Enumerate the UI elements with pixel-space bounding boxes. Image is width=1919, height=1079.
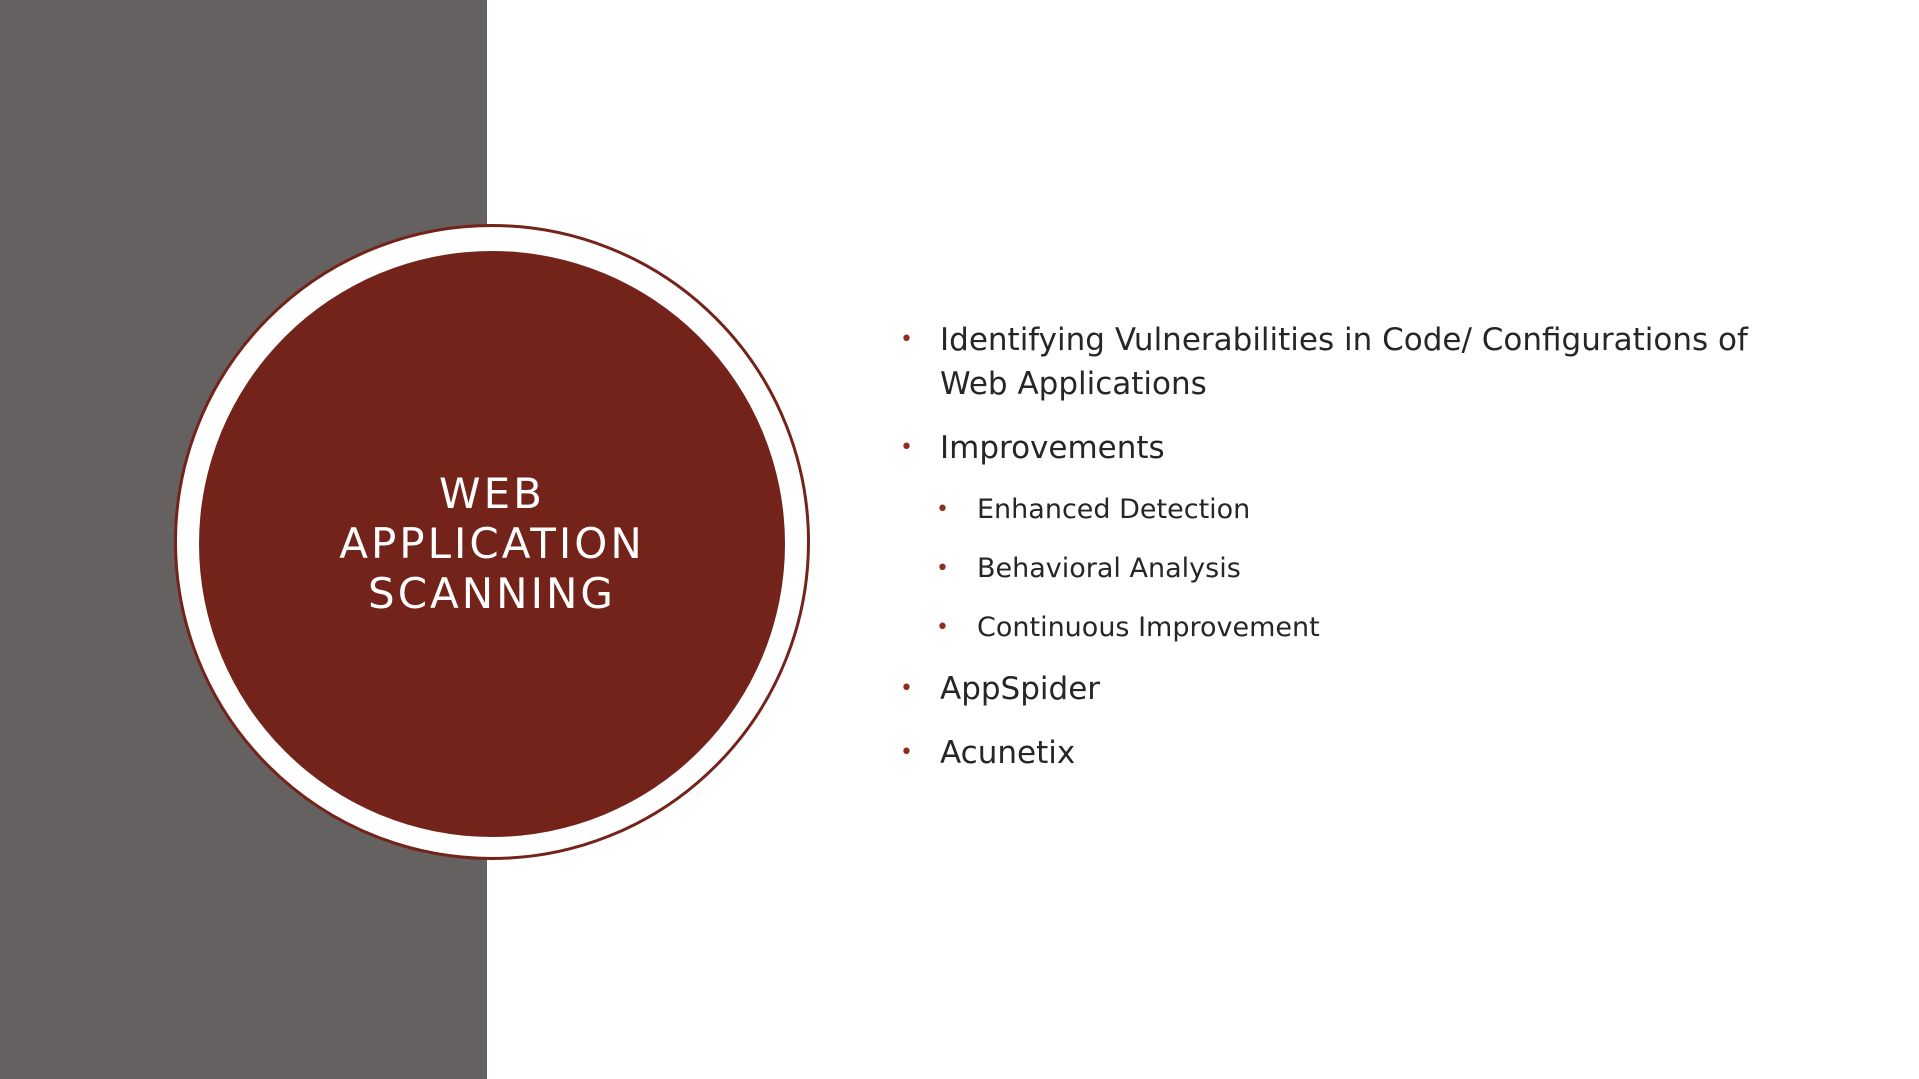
title-disc: WEB APPLICATION SCANNING <box>199 251 785 837</box>
list-item: • Acunetix <box>900 731 1760 775</box>
list-item: • Behavioral Analysis <box>900 549 1760 589</box>
bullet-dot-icon: • <box>900 435 913 460</box>
bullet-dot-icon: • <box>900 740 913 765</box>
list-item: • Identifying Vulnerabilities in Code/ C… <box>900 318 1760 406</box>
bullet-dot-icon: • <box>900 327 913 352</box>
title-line: WEB <box>439 469 545 518</box>
slide-title: WEB APPLICATION SCANNING <box>272 469 712 619</box>
bullet-text: Identifying Vulnerabilities in Code/ Con… <box>940 322 1748 402</box>
bullet-text: Enhanced Detection <box>977 494 1251 525</box>
title-line: APPLICATION <box>339 519 645 568</box>
title-line: SCANNING <box>368 569 616 618</box>
bullet-text: Behavioral Analysis <box>977 553 1241 584</box>
list-item: • Continuous Improvement <box>900 608 1760 648</box>
bullet-text: Continuous Improvement <box>977 612 1320 643</box>
bullet-text: Improvements <box>940 430 1165 466</box>
bullet-dot-icon: • <box>936 556 949 581</box>
list-item: • AppSpider <box>900 667 1760 711</box>
list-item: • Improvements <box>900 426 1760 470</box>
bullet-text: Acunetix <box>940 735 1076 771</box>
bullet-list: • Identifying Vulnerabilities in Code/ C… <box>900 318 1760 795</box>
bullet-text: AppSpider <box>940 671 1101 707</box>
list-item: • Enhanced Detection <box>900 490 1760 530</box>
bullet-dot-icon: • <box>936 497 949 522</box>
bullet-dot-icon: • <box>900 676 913 701</box>
bullet-dot-icon: • <box>936 615 949 640</box>
